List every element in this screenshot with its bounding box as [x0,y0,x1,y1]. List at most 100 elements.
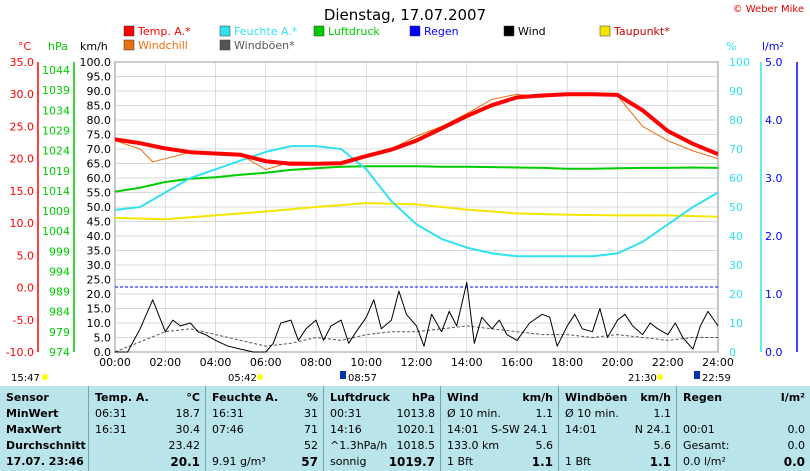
rain-tick-label: 4.0 [765,114,783,127]
sun-icon [42,374,48,380]
x-tick-label: 04:00 [200,356,232,369]
stats-row: 14:16 1020.1 [324,422,441,438]
wind-tick-label: 50.0 [87,201,112,214]
temp-unit-header: °C [186,391,200,404]
legend-swatch [599,25,611,37]
legend-swatch [409,25,421,37]
row-label: MaxWert [6,423,62,436]
x-tick-label: 08:00 [300,356,332,369]
x-tick-label: 16:00 [501,356,533,369]
x-tick-label: 14:00 [451,356,483,369]
stats-row: 0.0 l/m² 0.0 [677,454,810,470]
moonset-label: 22:59 [702,373,731,384]
legend-swatch [313,25,325,37]
pressure-tick-label: 974 [49,346,70,359]
gust-time: 14:01 [565,423,597,436]
wind-tick-label: 60.0 [87,172,112,185]
stats-row: 52 [206,438,324,454]
sunset-icon [657,374,663,380]
wind-time: Ø 10 min. [447,407,501,420]
pressure-tick-label: 1014 [42,185,70,198]
temp-tick-label: -5.0 [13,314,34,327]
chart-axes: 35.030.025.020.015.010.05.00.0-5.0-10.01… [6,25,798,384]
humidity-tick-label: 30 [729,259,743,272]
wind-unit: km/h [80,40,108,53]
stats-row: 14:01 S-SW 24.1 [441,422,559,438]
sensor-header: Sensor [6,391,49,404]
rain-value: 0.0 [787,423,806,436]
wind-tick-label: 90.0 [87,85,112,98]
col-rain: Regen l/m² 00:01 0.0 Gesamt: 0.0 0.0 l/m² 0.0 [676,386,810,471]
wind-tick-label: 10.0 [87,317,112,330]
humidity-time: 9.91 g/m³ [212,455,266,468]
legend-swatch [219,39,231,51]
gust-time: 1 Bft [565,455,592,468]
weather-chart: 35.030.025.020.015.010.05.00.0-5.0-10.01… [6,25,798,384]
wind-tick-label: 100.0 [80,56,112,69]
gust-header: Windböen [565,391,628,404]
col-humidity: Feuchte A.% 16:31 31 07:46 71 52 9.91 g/m³ 57 [205,386,324,471]
legend-label: Wind [518,25,546,38]
temp-tick-label: 30.0 [10,88,35,101]
temp-tick-label: 25.0 [10,120,35,133]
pressure-tick-label: 994 [49,265,70,278]
x-tick-label: 06:00 [250,356,282,369]
stats-row: 16:31 30.4 [89,422,206,438]
wind-header: Wind [447,391,479,404]
pressure-tick-label: 1044 [42,64,70,77]
left-time-label: 15:47 [11,373,40,384]
rain-unit-header: l/m² [780,391,805,404]
stats-row: Regen l/m² [677,390,810,406]
rain-value: 0.0 [783,455,805,469]
stats-row: Sensor [0,390,88,406]
wind-tick-label: 45.0 [87,216,112,229]
temp-value: 20.1 [170,455,200,469]
series-feuchte-a [114,145,719,258]
legend-swatch [503,25,515,37]
wind-value: 1.1 [531,455,553,469]
stats-row: 133.0 km 5.6 [441,438,559,454]
x-tick-label: 18:00 [551,356,583,369]
legend-label: Feuchte A.* [234,25,298,38]
rain-value: 0.0 [787,439,806,452]
gust-unit-header: km/h [640,391,671,404]
humidity-time: 07:46 [212,423,244,436]
wind-tick-label: 80.0 [87,114,112,127]
temp-tick-label: 20.0 [10,153,35,166]
stats-row: 5.6 [559,438,677,454]
stats-row: 20.1 [89,454,206,470]
series-temp-a [114,92,719,166]
wind-tick-label: 20.0 [87,288,112,301]
x-tick-label: 02:00 [149,356,181,369]
pressure-header: Luftdruck [330,391,390,404]
humidity-tick-label: 10 [729,317,743,330]
wind-direction: S-SW 24.1 [491,423,548,436]
temp-tick-label: 35.0 [10,56,35,69]
rain-tick-label: 1.0 [765,288,783,301]
humidity-tick-label: 60 [729,172,743,185]
temp-header: Temp. A. [95,391,149,404]
humidity-tick-label: 0 [729,346,736,359]
stats-row: 06:31 18.7 [89,406,206,422]
stats-row: 07:46 71 [206,422,324,438]
col-gust: Windböen km/h Ø 10 min. 1.1 14:01 N 24.1 5.6 1 … [558,386,677,471]
series-wind [115,281,719,353]
wind-tick-label: 65.0 [87,158,112,171]
wind-tick-label: 75.0 [87,129,112,142]
rain-header: Regen [683,391,723,404]
pressure-time: 00:31 [330,407,362,420]
temp-value: 23.42 [168,439,201,452]
legend-label: Windchill [138,39,188,52]
stats-row: MaxWert [0,422,88,438]
pressure-tick-label: 1039 [42,84,70,97]
copyright-text: © Weber Mike [732,4,804,15]
rain-tick-label: 3.0 [765,172,783,185]
pressure-unit-header: hPa [411,391,435,404]
pressure-tick-label: 984 [49,306,70,319]
sunrise-icon [257,374,263,380]
temp-time: 06:31 [95,407,127,420]
gust-value: 1.1 [649,455,671,469]
row-label: Durchschnitt [6,439,86,452]
pressure-tick-label: 1024 [42,145,70,158]
humidity-tick-label: 70 [729,143,743,156]
